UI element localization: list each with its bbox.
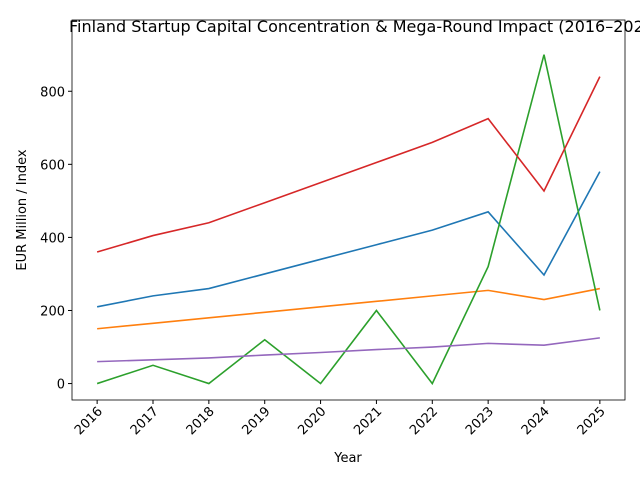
y-tick-label: 0 [57,378,65,393]
y-axis-label: EUR Million / Index [15,149,30,270]
y-tick-label: 800 [40,85,65,100]
y-tick-label: 400 [40,231,65,246]
series-line [96,76,601,253]
chart-title: Finland Startup Capital Concentration & … [69,17,640,36]
x-tick-label: 2018 [184,404,218,438]
x-tick-label: 2024 [519,404,553,438]
x-tick-label: 2020 [295,404,329,438]
x-tick-label: 2017 [128,404,162,438]
x-axis-label: Year [333,451,362,466]
series-line [97,287,601,330]
x-tick-label: 2023 [463,404,497,438]
plot-frame [71,19,626,401]
x-tick-label: 2021 [351,404,385,438]
x-tick-label: 2022 [407,404,441,438]
y-tick-label: 200 [40,304,65,319]
y-tick-label: 600 [40,158,65,173]
x-tick-label: 2025 [575,404,609,438]
x-tick-label: 2019 [240,404,274,438]
series-line [97,337,600,363]
series-line [96,171,601,308]
x-tick-label: 2016 [72,404,106,438]
series-line [96,54,601,386]
